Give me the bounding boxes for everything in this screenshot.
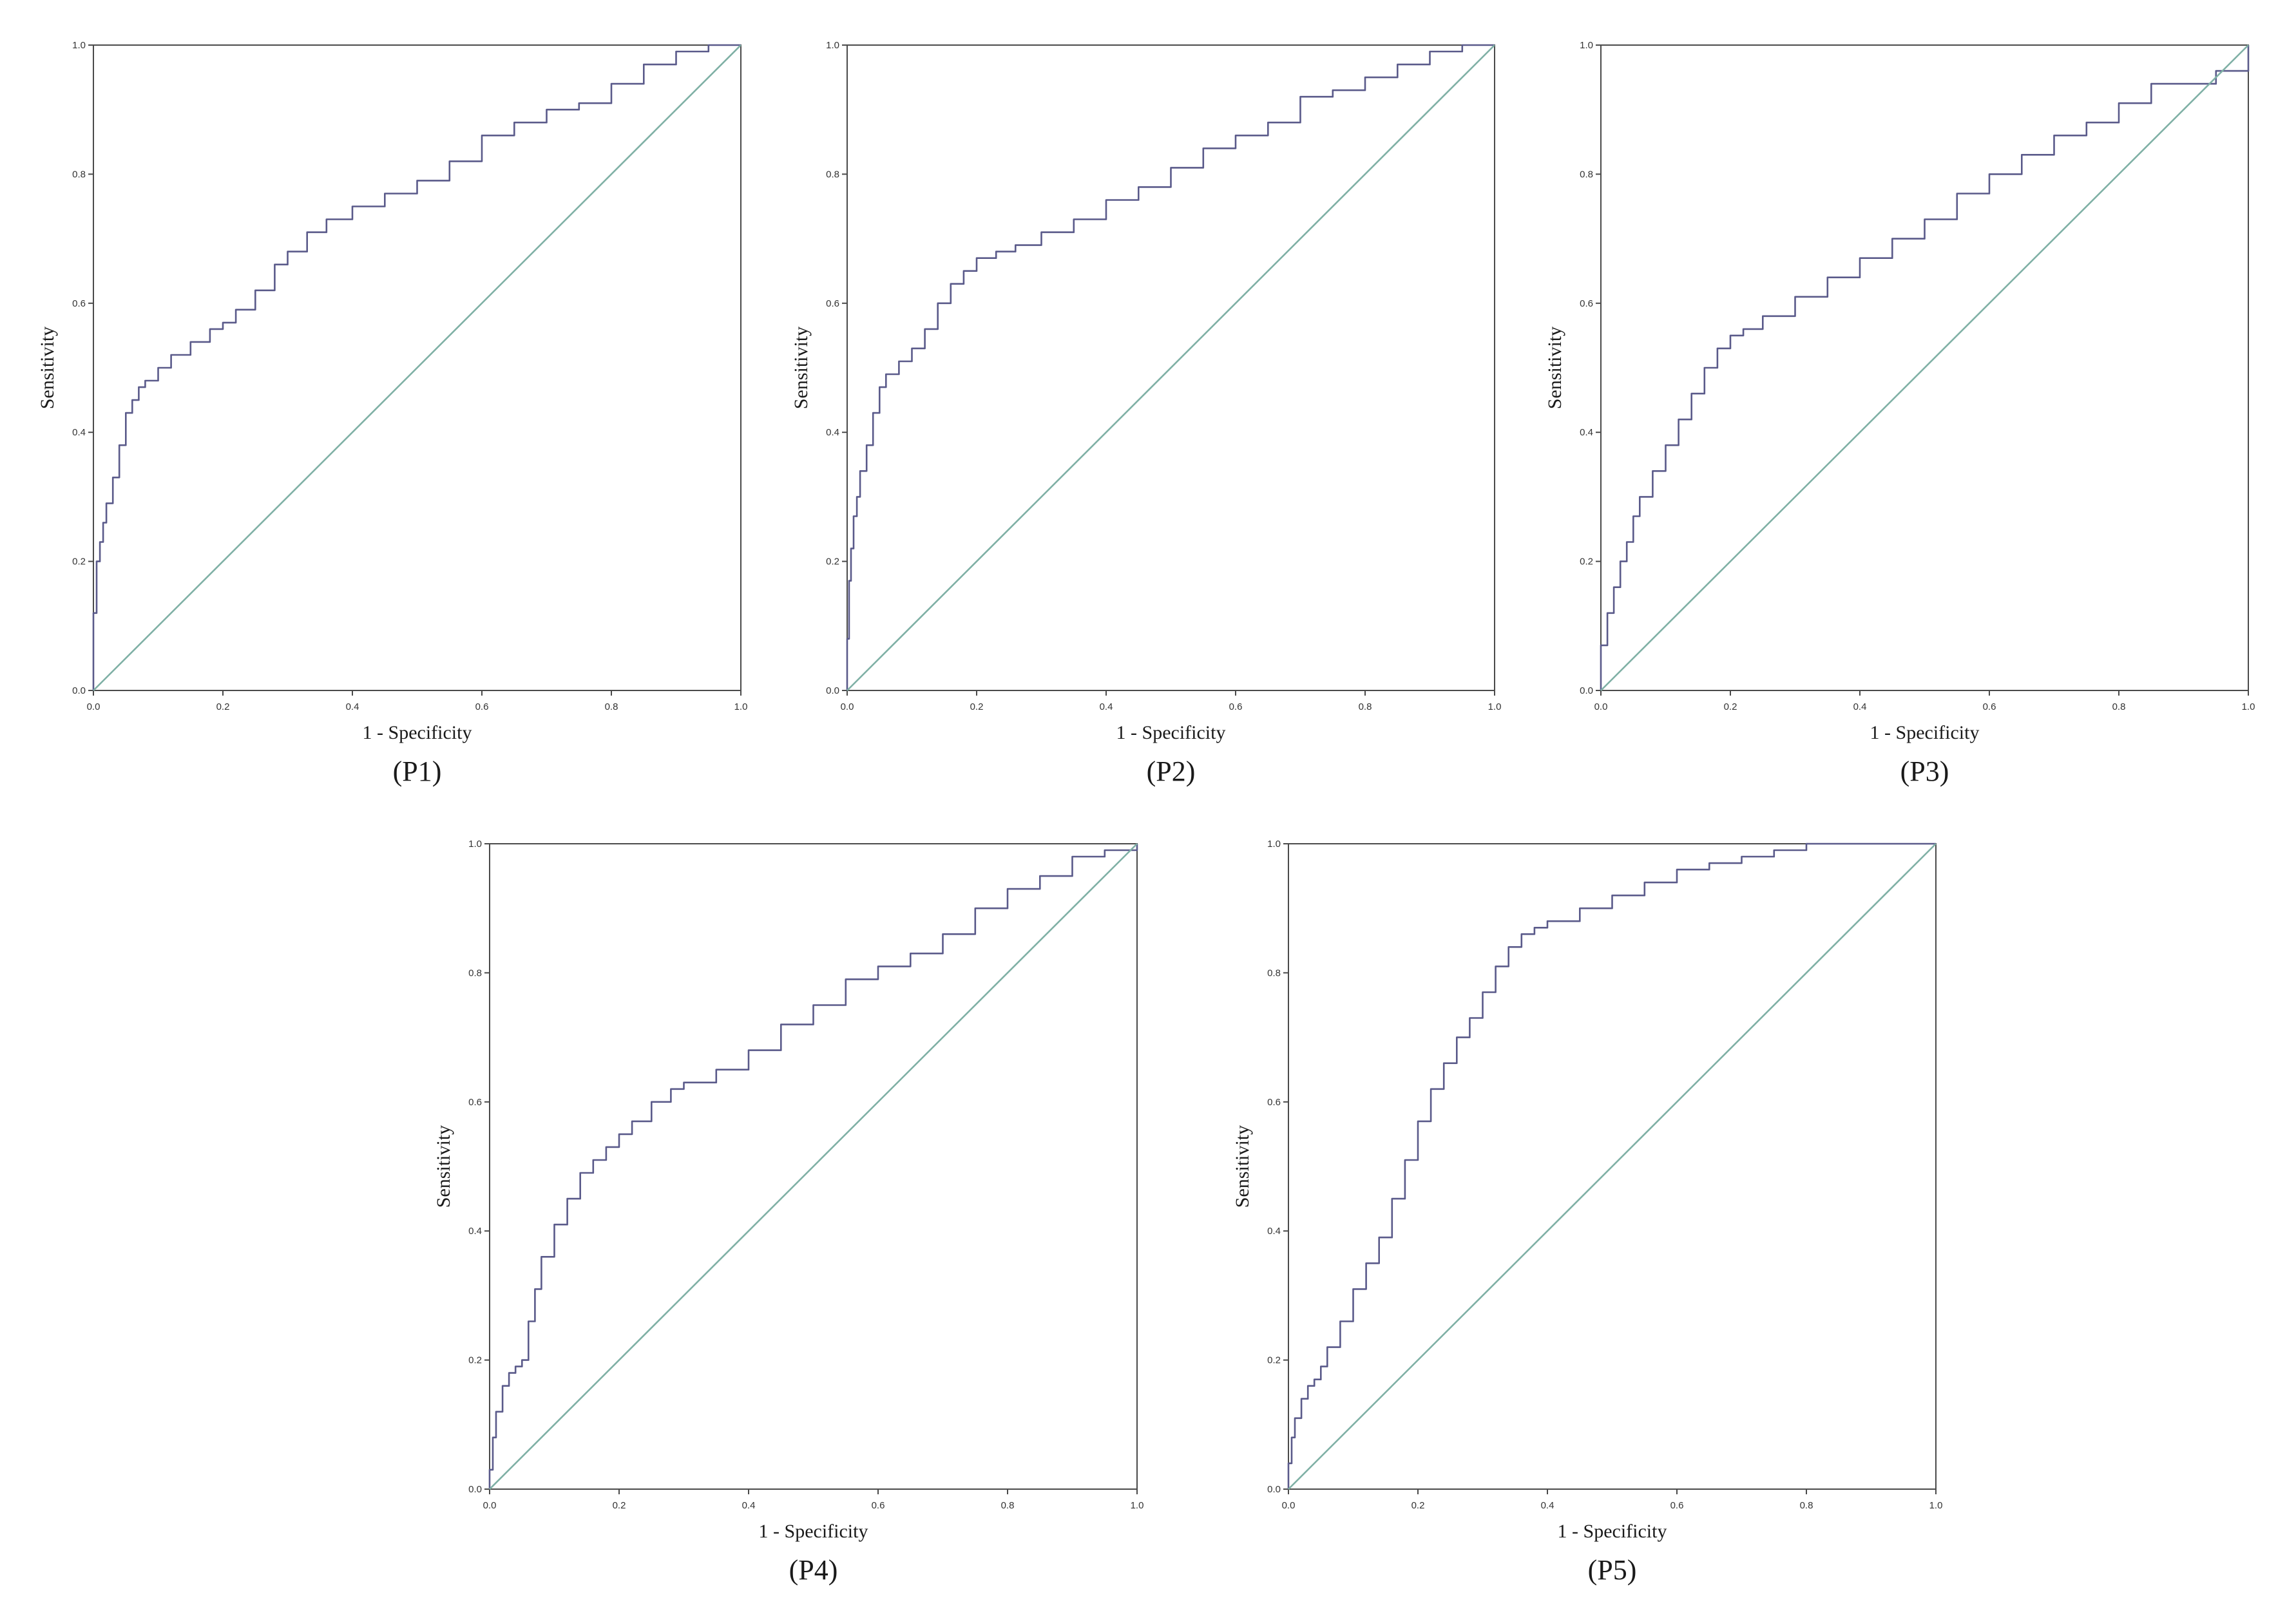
y-tick-label: 0.4 xyxy=(1580,427,1593,438)
y-tick-label: 0.4 xyxy=(826,427,839,438)
roc-panel-3: 0.0 0.2 0.4 0.6 0.8 1.0 0.0 0.2 0.4 0.6 0.8 1.0 1 - … xyxy=(1544,40,2255,787)
y-tick-label: 1.0 xyxy=(1580,40,1593,51)
x-tick-label: 1.0 xyxy=(1488,701,1502,712)
x-tick-label: 1.0 xyxy=(734,701,748,712)
x-tick-label: 0.4 xyxy=(1853,701,1867,712)
x-axis-title: 1 - Specificity xyxy=(1870,722,1980,743)
panel-caption: (P5) xyxy=(1588,1554,1637,1586)
x-tick-label: 0.0 xyxy=(1594,701,1608,712)
roc-curve xyxy=(1600,45,2250,690)
plot-frame xyxy=(1288,843,1937,1490)
panel-caption: (P2) xyxy=(1147,756,1196,787)
reference-diagonal xyxy=(1288,843,1937,1490)
y-tick-label: 0.0 xyxy=(72,685,86,696)
x-tick-label: 0.8 xyxy=(1800,1500,1813,1511)
x-tick-label: 0.0 xyxy=(1282,1500,1296,1511)
y-axis-title: Sensitivity xyxy=(1544,327,1565,409)
x-tick-label: 0.8 xyxy=(2112,701,2126,712)
y-tick-label: 0.0 xyxy=(1580,685,1593,696)
y-tick-label: 1.0 xyxy=(72,40,86,51)
panel-caption: (P4) xyxy=(789,1554,838,1586)
y-tick-label: 0.2 xyxy=(72,556,86,567)
y-axis-title: Sensitivity xyxy=(433,1125,454,1208)
y-tick-label: 0.6 xyxy=(1580,298,1593,309)
y-tick-label: 0.2 xyxy=(826,556,839,567)
x-tick-label: 0.4 xyxy=(1541,1500,1555,1511)
y-axis-title: Sensitivity xyxy=(790,327,812,409)
reference-diagonal xyxy=(1600,44,2249,691)
plot-frame xyxy=(93,44,741,691)
x-tick-label: 0.0 xyxy=(483,1500,497,1511)
y-tick-label: 0.6 xyxy=(826,298,839,309)
x-tick-label: 0.6 xyxy=(1670,1500,1684,1511)
x-tick-label: 0.0 xyxy=(841,701,854,712)
x-axis-title: 1 - Specificity xyxy=(759,1521,868,1542)
x-tick-label: 0.2 xyxy=(970,701,984,712)
roc-panel-5: 0.0 0.2 0.4 0.6 0.8 1.0 0.0 0.2 0.4 0.6 0.8 1.0 1 - … xyxy=(1232,839,1942,1586)
plot-frame xyxy=(489,843,1138,1490)
x-tick-label: 0.2 xyxy=(1724,701,1737,712)
y-tick-label: 0.0 xyxy=(1267,1484,1281,1495)
roc-panel-1: 0.0 0.2 0.4 0.6 0.8 1.0 0.0 0.2 0.4 0.6 0.8 1.0 1 - … xyxy=(37,40,747,787)
y-tick-label: 0.4 xyxy=(468,1226,482,1237)
x-tick-label: 0.8 xyxy=(1001,1500,1015,1511)
y-axis-title: Sensitivity xyxy=(1232,1125,1253,1208)
panel-caption: (P1) xyxy=(393,756,442,787)
x-tick-label: 0.4 xyxy=(742,1500,756,1511)
x-tick-label: 1.0 xyxy=(2242,701,2255,712)
x-tick-label: 0.8 xyxy=(605,701,618,712)
y-tick-label: 0.0 xyxy=(826,685,839,696)
x-tick-label: 1.0 xyxy=(1929,1500,1943,1511)
y-tick-label: 0.6 xyxy=(1267,1097,1281,1108)
x-tick-label: 0.6 xyxy=(1983,701,1996,712)
roc-curve xyxy=(488,844,1138,1489)
y-tick-label: 0.0 xyxy=(468,1484,482,1495)
y-tick-label: 0.6 xyxy=(468,1097,482,1108)
roc-panel-2: 0.0 0.2 0.4 0.6 0.8 1.0 0.0 0.2 0.4 0.6 0.8 1.0 1 - … xyxy=(790,40,1501,787)
x-tick-label: 0.2 xyxy=(1411,1500,1425,1511)
x-tick-label: 0.6 xyxy=(872,1500,885,1511)
y-tick-label: 0.8 xyxy=(468,967,482,978)
x-tick-label: 0.4 xyxy=(346,701,359,712)
y-tick-label: 0.6 xyxy=(72,298,86,309)
reference-diagonal xyxy=(847,44,1495,691)
roc-panel-4: 0.0 0.2 0.4 0.6 0.8 1.0 0.0 0.2 0.4 0.6 0.8 1.0 1 - … xyxy=(433,839,1143,1586)
y-tick-label: 0.8 xyxy=(1267,967,1281,978)
x-tick-label: 0.0 xyxy=(87,701,100,712)
reference-diagonal xyxy=(489,843,1138,1490)
plot-frame xyxy=(1600,44,2249,691)
x-tick-label: 0.2 xyxy=(216,701,230,712)
y-tick-label: 0.8 xyxy=(72,169,86,180)
y-tick-label: 1.0 xyxy=(468,839,482,850)
y-tick-label: 0.2 xyxy=(468,1355,482,1366)
y-tick-label: 0.4 xyxy=(72,427,86,438)
y-tick-label: 0.8 xyxy=(826,169,839,180)
x-axis-title: 1 - Specificity xyxy=(1116,722,1226,743)
x-tick-label: 0.2 xyxy=(613,1500,626,1511)
y-axis-title: Sensitivity xyxy=(37,327,58,409)
x-tick-label: 0.8 xyxy=(1359,701,1372,712)
roc-curve xyxy=(92,44,741,690)
x-tick-label: 0.4 xyxy=(1100,701,1113,712)
y-tick-label: 1.0 xyxy=(1267,839,1281,850)
y-tick-label: 1.0 xyxy=(826,40,839,51)
plot-frame xyxy=(847,44,1495,691)
x-axis-title: 1 - Specificity xyxy=(1558,1521,1667,1542)
y-tick-label: 0.4 xyxy=(1267,1226,1281,1237)
y-tick-label: 0.2 xyxy=(1580,556,1593,567)
y-tick-label: 0.2 xyxy=(1267,1355,1281,1366)
x-tick-label: 0.6 xyxy=(1229,701,1243,712)
x-tick-label: 1.0 xyxy=(1131,1500,1144,1511)
x-axis-title: 1 - Specificity xyxy=(363,722,472,743)
roc-curve xyxy=(1287,842,1936,1489)
reference-diagonal xyxy=(93,44,741,691)
panel-caption: (P3) xyxy=(1900,756,1949,787)
roc-curve xyxy=(846,44,1495,690)
x-tick-label: 0.6 xyxy=(475,701,489,712)
y-tick-label: 0.8 xyxy=(1580,169,1593,180)
